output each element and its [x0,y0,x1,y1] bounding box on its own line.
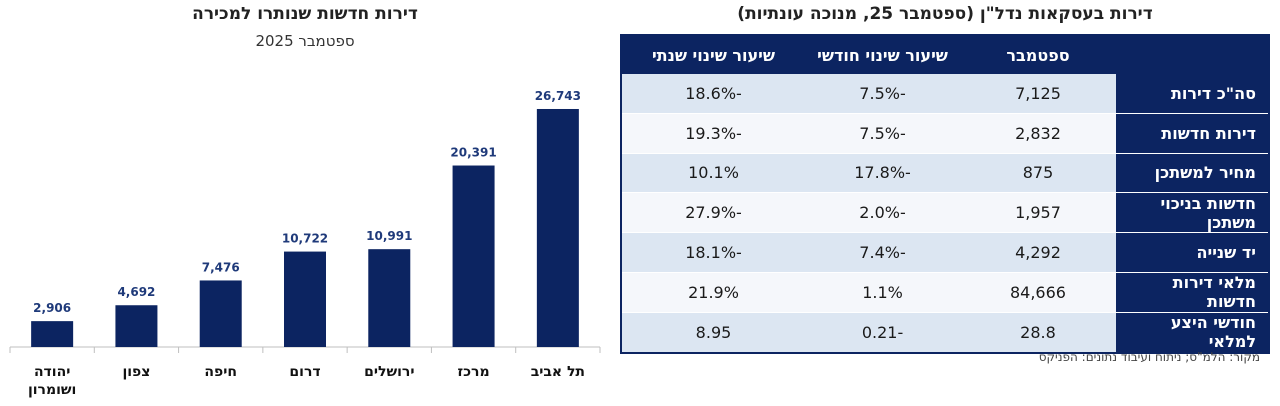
cell-september: 2,832 [960,113,1116,154]
bar-value-label: 4,692 [117,285,155,299]
bar [115,305,158,347]
table-row: יד שנייה 4,292 -7.4% -18.1% [621,232,1269,273]
bar-chart: 2,906 יהודה ושומרון 4,692 צפון 7,476 חיפה 10,72… [9,89,601,398]
row-label: חודשי היצע למלאי [1115,312,1269,354]
cell-monthly-change: -0.21 [804,312,961,354]
bar-value-label: 7,476 [202,260,240,274]
cell-monthly-change: 1.1% [804,272,961,313]
cell-september: 28.8 [960,312,1116,354]
cell-monthly-change: -2.0% [804,192,961,234]
transactions-table: ספטמבר שיעור שינוי חודשי שיעור שינוי שנת… [620,34,1270,354]
cell-monthly-change: -17.8% [804,153,961,194]
bar [31,321,74,347]
bar [536,108,579,347]
row-label: מחיר למשתכן [1115,153,1269,194]
category-label-line: צפון [122,364,150,380]
bar [452,165,495,347]
cell-september: 4,292 [960,232,1116,273]
cell-annual-change: -19.3% [621,113,805,154]
cell-annual-change: -18.6% [621,74,805,114]
bar [284,251,326,347]
cell-annual-change: 10.1% [621,153,805,194]
table-row: חדשות בניכוי משתכן 1,957 -2.0% -27.9% [621,192,1269,234]
row-label: חדשות בניכוי משתכן [1115,192,1269,234]
cell-annual-change: 21.9% [621,272,805,313]
cell-monthly-change: -7.5% [804,113,961,154]
cell-september: 84,666 [960,272,1116,313]
cell-monthly-change: -7.5% [804,74,961,114]
category-label: חיפה [204,364,237,380]
row-label: מלאי דירות חדשות [1115,272,1269,313]
header-september: ספטמבר [960,35,1116,74]
category-label-line: דרום [289,364,320,380]
table-title: דירות בעסקאות נדל"ן (ספטמבר 25, מנוכה עו… [737,4,1153,24]
table-row: מחיר למשתכן 875 -17.8% 10.1% [621,153,1269,194]
category-label: תל אביב [531,364,585,380]
transactions-table-panel: דירות בעסקאות נדל"ן (ספטמבר 25, מנוכה עו… [620,0,1270,406]
table-row: סה"כ דירות 7,125 -7.5% -18.6% [621,74,1269,114]
bar-value-label: 20,391 [450,146,496,160]
category-label-line: חיפה [204,364,237,380]
header-monthly-change: שיעור שינוי חודשי [804,35,961,74]
bar [199,280,242,347]
category-label: דרום [289,364,320,380]
category-label: ירושלים [364,364,414,380]
source-note: מקור: הלמ"ס; ניתוח ועיבוד נתונים: הפניקס [1038,350,1260,364]
table-row: חודשי היצע למלאי 28.8 -0.21 8.95 [621,312,1269,354]
category-label: מרכז [458,364,490,380]
bar-value-label: 10,991 [366,229,412,243]
row-label: יד שנייה [1115,232,1269,273]
category-label: צפון [122,364,150,380]
cell-september: 7,125 [960,74,1116,114]
header-annual-change: שיעור שינוי שנתי [621,35,805,74]
chart-subtitle: ספטמבר 2025 [255,32,355,50]
bar-chart-panel: 2,906 יהודה ושומרון 4,692 צפון 7,476 חיפה 10,72… [0,0,610,406]
table-row: מלאי דירות חדשות 84,666 1.1% 21.9% [621,272,1269,313]
chart-title: דירות חדשות שנותרו למכירה [192,4,418,24]
category-label-line: ושומרון [28,382,76,398]
cell-september: 1,957 [960,192,1116,234]
cell-september: 875 [960,153,1116,194]
category-label-line: תל אביב [531,364,585,380]
category-label-line: מרכז [458,364,490,380]
header-empty-cell [1115,35,1269,74]
table-row: דירות חדשות 2,832 -7.5% -19.3% [621,113,1269,154]
bar [368,249,411,347]
row-label: דירות חדשות [1115,113,1269,154]
bar-value-label: 10,722 [282,232,328,246]
category-label-line: ירושלים [364,364,414,380]
cell-annual-change: -27.9% [621,192,805,234]
bar-value-label: 2,906 [33,301,71,315]
row-label: סה"כ דירות [1115,74,1269,114]
cell-annual-change: 8.95 [621,312,805,354]
category-label-line: יהודה [34,364,70,380]
cell-annual-change: -18.1% [621,232,805,273]
table-header-row: ספטמבר שיעור שינוי חודשי שיעור שינוי שנת… [621,35,1269,74]
category-label: יהודה ושומרון [28,364,76,398]
bar-value-label: 26,743 [535,89,581,103]
cell-monthly-change: -7.4% [804,232,961,273]
